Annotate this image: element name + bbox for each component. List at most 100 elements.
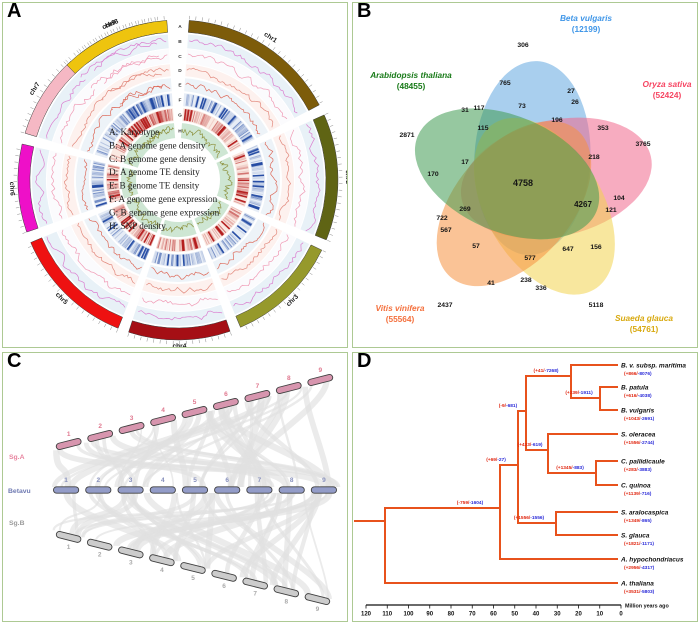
venn-region-count: 156 (590, 244, 602, 251)
track-E-background (146, 264, 212, 282)
track-F-bar (241, 134, 253, 143)
track-F-bar (111, 227, 122, 237)
track-F-bar (126, 239, 135, 251)
track-G-bar (233, 153, 245, 159)
track-G-bar (109, 195, 121, 201)
tree-tip-gain-loss: (+866/-8076) (624, 371, 652, 377)
track-F-bar (248, 204, 260, 211)
track-G-bar (140, 118, 148, 130)
track-F-bar (112, 228, 123, 238)
venn-region-count: 31 (461, 107, 469, 114)
track-F-bar (226, 114, 235, 124)
track-F-bar (248, 150, 260, 157)
track-F-bar (118, 234, 128, 244)
track-B-line (305, 124, 321, 232)
synteny-chromosome-bar (275, 381, 302, 395)
tree-tip-gain-loss: (+2956/-4317) (624, 565, 655, 571)
venn-region-count: 27 (567, 88, 575, 95)
track-F-bar (141, 101, 148, 113)
chromosome-tick (301, 74, 305, 77)
track-F-bar (242, 136, 253, 143)
track-F-bar (202, 98, 208, 110)
track-G-bar (235, 160, 247, 165)
track-F-bar (130, 107, 138, 118)
track-G-bar (107, 184, 119, 187)
track-G-bar (168, 239, 172, 251)
synteny-chromosome-bar (213, 397, 239, 411)
venn-region-count: 170 (427, 171, 439, 178)
track-G-bar (129, 127, 138, 137)
venn-region-count: 4267 (574, 200, 592, 209)
chromosome-arc-chr3 (235, 244, 323, 328)
chromosome-tick (327, 118, 331, 121)
track-G-bar (214, 226, 223, 237)
track-E-line (81, 159, 89, 211)
track-B-line (94, 42, 158, 71)
chromosome-tick (37, 263, 41, 266)
track-G-bar (188, 110, 193, 122)
time-axis-tick-label: 80 (448, 612, 455, 618)
track-F-bar (137, 103, 145, 114)
chromosome-tick (319, 101, 323, 104)
track-G-bar (235, 194, 247, 199)
venn-set-total: (55564) (386, 314, 415, 324)
track-G-bar (170, 239, 173, 251)
track-G-bar (149, 234, 156, 246)
chromosome-tick (283, 55, 286, 59)
track-F-bar (183, 254, 186, 266)
venn-region-count: 269 (459, 206, 471, 213)
track-B-line (35, 149, 48, 224)
track-G-bar (120, 136, 131, 145)
chromosome-tick (40, 268, 44, 272)
track-F-bar (121, 114, 130, 124)
track-F-bar (251, 193, 263, 198)
track-G-bar (236, 191, 248, 196)
track-F-bar (189, 94, 193, 107)
synteny-ribbon (222, 406, 267, 488)
track-G-bar (149, 114, 155, 126)
track-E-line (185, 82, 261, 135)
track-F-bar (227, 115, 237, 125)
track-F-bar (160, 253, 164, 265)
track-F-bar (225, 113, 235, 124)
track-G-bar (130, 224, 139, 234)
track-F-bar (226, 236, 235, 246)
track-F-bar (249, 155, 262, 161)
synteny-chromosome-number: 2 (98, 552, 102, 559)
track-F-bar (125, 110, 134, 121)
chromosome-tick (98, 320, 101, 325)
track-G-background (109, 126, 139, 163)
track-B-background (187, 34, 307, 118)
track-F-bar (133, 243, 140, 255)
venn-region-count: 722 (436, 215, 448, 222)
track-G-bar (115, 208, 127, 216)
track-G-bar (111, 154, 123, 160)
track-C-line (61, 229, 131, 296)
track-G-bar (108, 193, 121, 199)
chromosome-tick (333, 221, 337, 224)
synteny-chromosome-bar (304, 593, 331, 606)
track-E-line (264, 142, 278, 216)
track-F-bar (246, 145, 258, 151)
track-F-bar (138, 246, 145, 258)
track-H-line (196, 201, 222, 225)
track-F-bar (147, 99, 153, 111)
track-G-bar (137, 120, 145, 131)
track-F-bar (247, 147, 259, 153)
track-G-bar (193, 111, 198, 123)
chromosome-tick (334, 215, 339, 217)
track-G-bar (144, 116, 152, 128)
track-G-bar (150, 113, 156, 125)
track-G-bar (223, 133, 233, 142)
track-G-bar (122, 134, 133, 143)
chromosome-tick (150, 17, 152, 22)
track-G-bar (152, 113, 158, 125)
track-C-background (137, 290, 221, 312)
synteny-ribbon (186, 410, 213, 488)
track-letter-B: B (178, 39, 182, 45)
track-F-bar (223, 111, 232, 122)
track-G-bar (153, 112, 159, 124)
venn-region-count: 115 (478, 125, 489, 132)
track-F-bar (115, 119, 125, 129)
track-G-bar (199, 113, 205, 125)
